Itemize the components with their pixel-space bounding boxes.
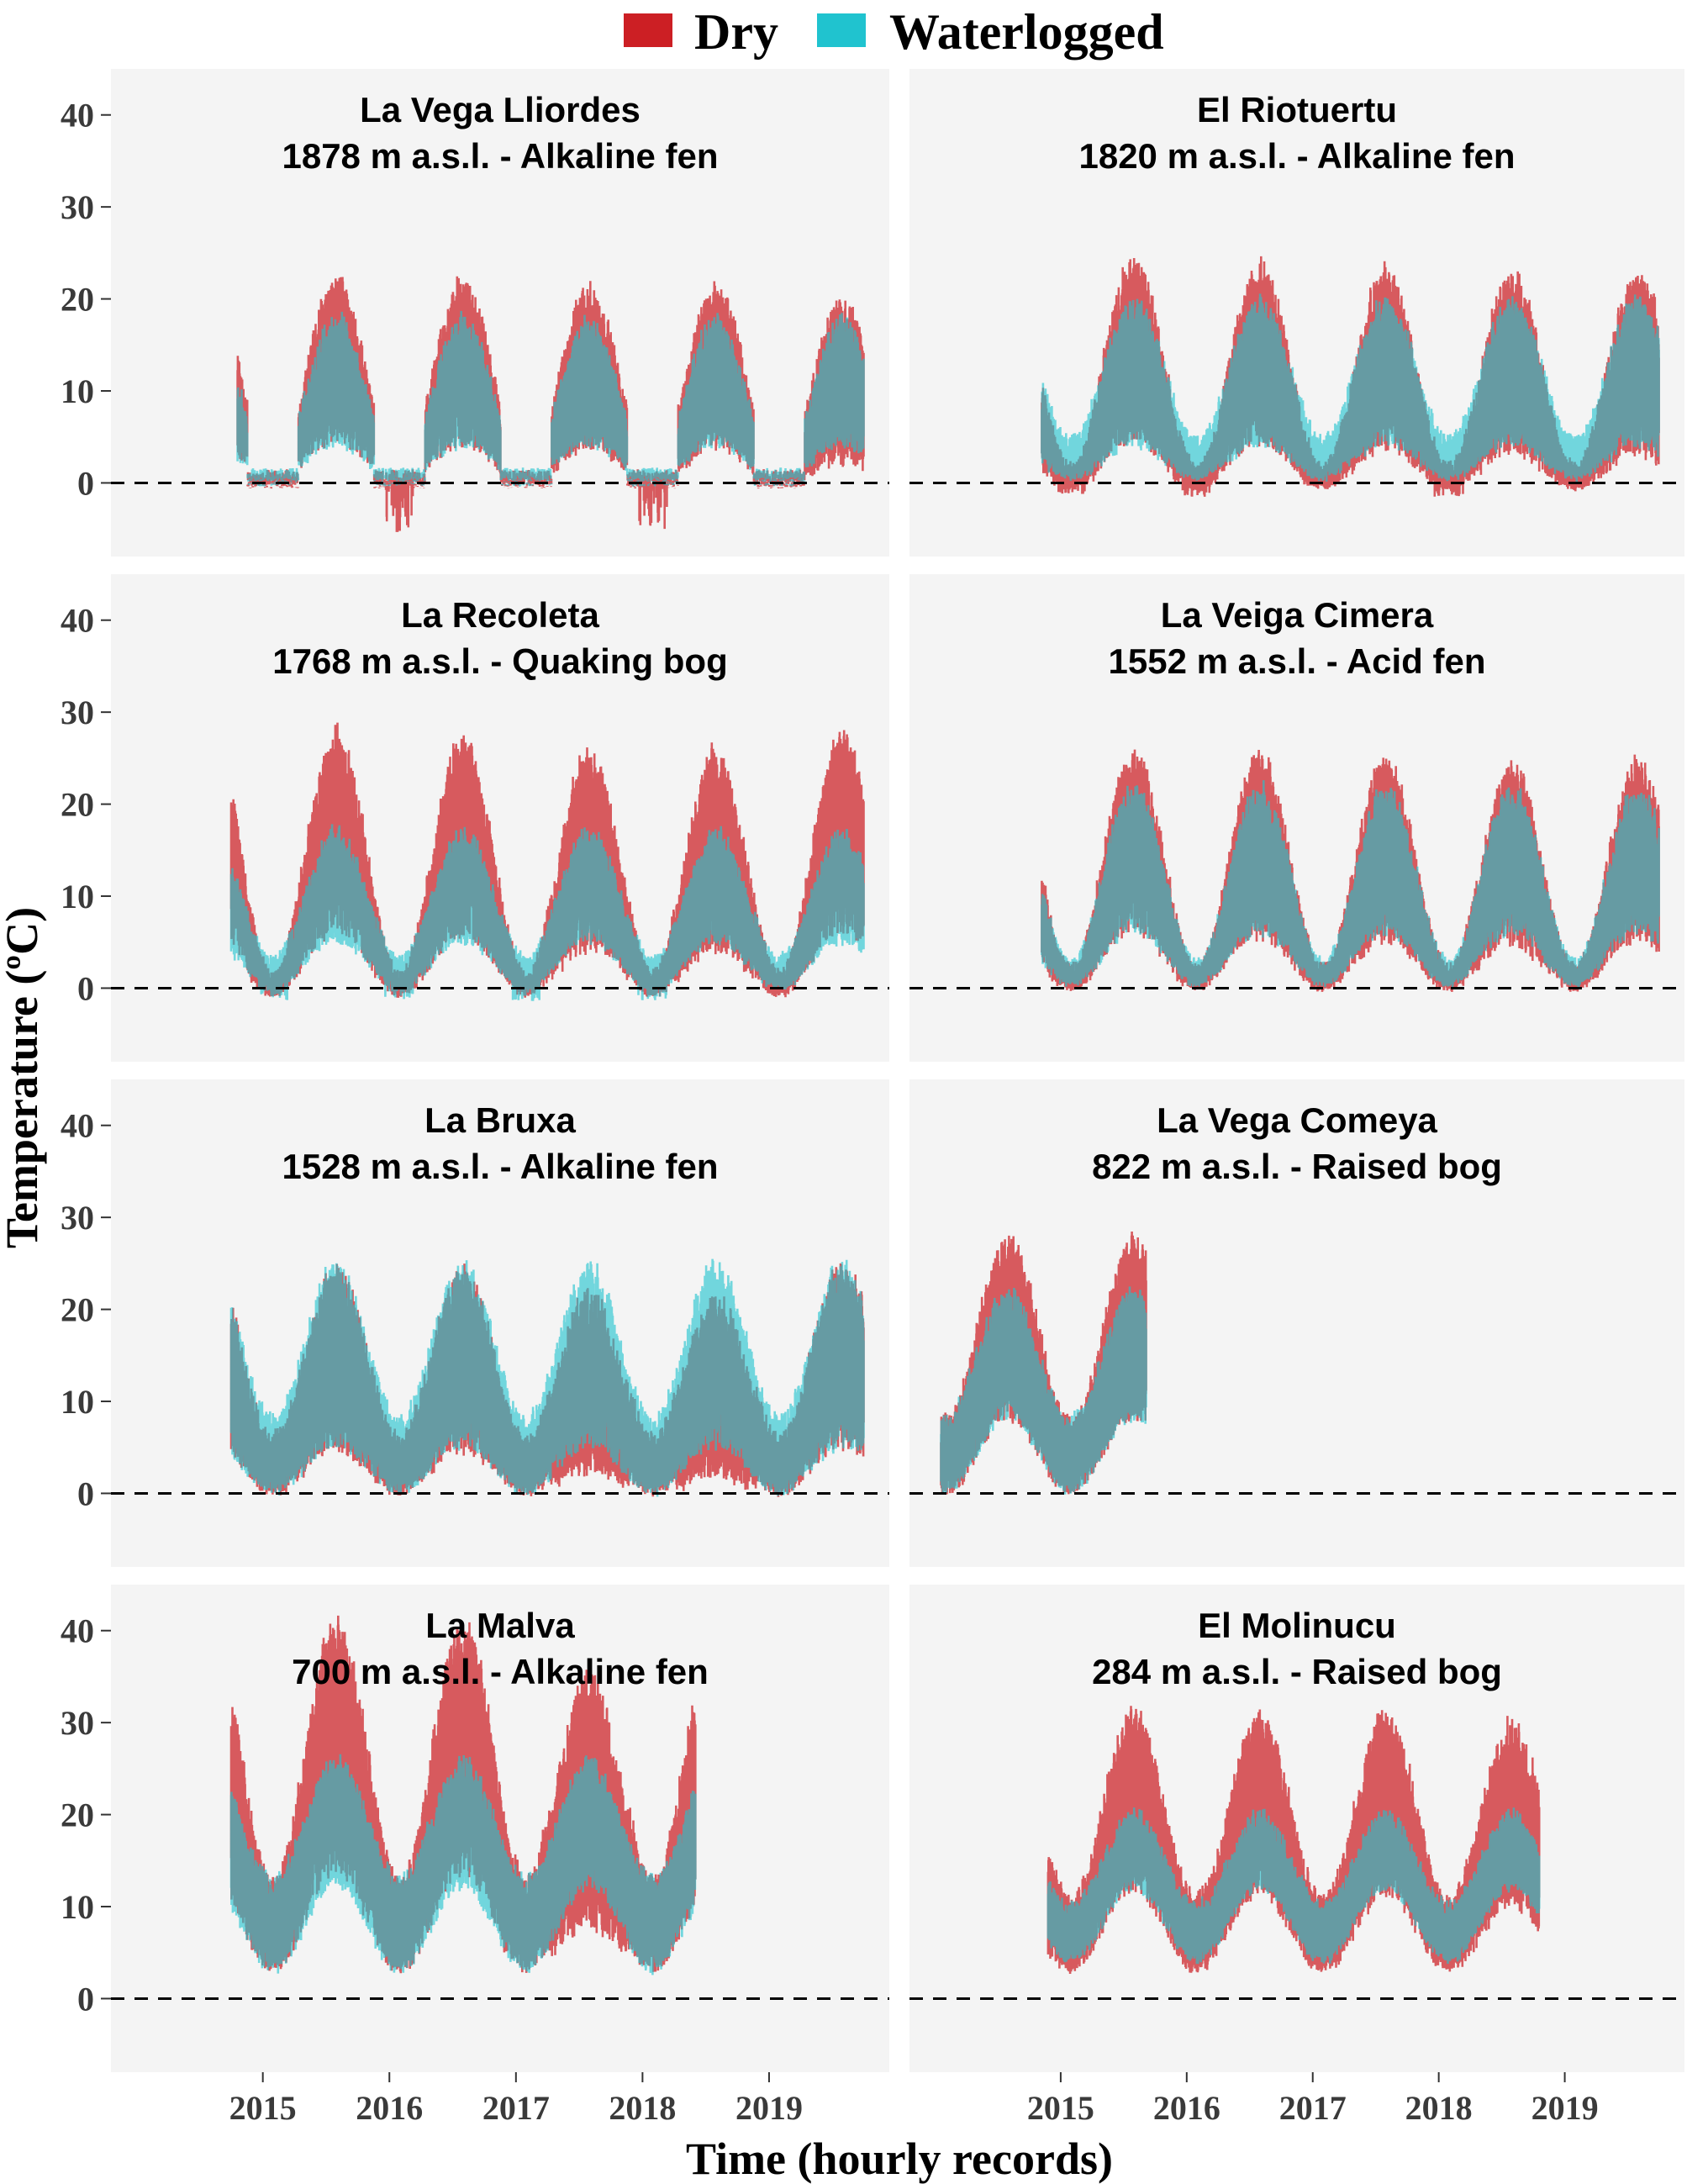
series-waterlogged xyxy=(1041,293,1660,483)
y-tick-label: 30 xyxy=(61,188,94,226)
panel-title: La Recoleta xyxy=(401,595,599,635)
series-waterlogged xyxy=(229,1754,697,1976)
panel-title: La Vega Comeya xyxy=(1157,1100,1437,1140)
facet-panels: La Vega Lliordes 1878 m a.s.l. - Alkaline… xyxy=(111,69,1684,2072)
y-tick-label: 0 xyxy=(77,1980,94,2018)
y-tick-label: 40 xyxy=(61,1107,94,1145)
x-tick-label: 2016 xyxy=(356,2089,423,2127)
x-tick-label: 2018 xyxy=(609,2089,676,2127)
y-tick-label: 30 xyxy=(61,1199,94,1237)
panel-subtitle: 284 m a.s.l. - Raised bog xyxy=(1092,1652,1502,1691)
series-waterlogged xyxy=(1046,1807,1541,1965)
x-tick-label: 2016 xyxy=(1153,2089,1220,2127)
legend-swatch-waterlogged xyxy=(817,13,866,47)
y-tick-label: 30 xyxy=(61,694,94,731)
panel-title: La Malva xyxy=(425,1606,575,1645)
panel-subtitle: 1768 m a.s.l. - Quaking bog xyxy=(272,641,728,681)
facet-panel: La Veiga Cimera 1552 m a.s.l. - Acid fen xyxy=(909,574,1684,1062)
x-axis-title: Time (hourly records) xyxy=(686,2134,1113,2184)
panel-subtitle: 1820 m a.s.l. - Alkaline fen xyxy=(1078,136,1515,176)
series-waterlogged xyxy=(229,1258,865,1497)
x-tick-label: 2017 xyxy=(1279,2089,1347,2127)
legend-swatch-dry xyxy=(624,13,672,47)
x-tick-label: 2015 xyxy=(229,2089,297,2127)
x-tick-label: 2017 xyxy=(482,2089,550,2127)
panel-title: El Molinucu xyxy=(1198,1606,1396,1645)
y-tick-label: 0 xyxy=(77,1474,94,1512)
series-waterlogged xyxy=(229,824,865,1001)
legend-label-waterlogged: Waterlogged xyxy=(889,4,1164,60)
facet-panel: El Molinucu 284 m a.s.l. - Raised bog xyxy=(909,1585,1684,2072)
panel-background xyxy=(111,1079,889,1567)
y-axis-title: Temperature (ºC) xyxy=(0,907,47,1248)
facet-panel: La Recoleta 1768 m a.s.l. - Quaking bog xyxy=(111,574,889,1062)
panel-background xyxy=(111,574,889,1062)
series-waterlogged xyxy=(940,1286,1147,1495)
facet-panel: El Riotuertu 1820 m a.s.l. - Alkaline fen xyxy=(909,69,1684,557)
x-tick-label: 2015 xyxy=(1027,2089,1094,2127)
y-tick-label: 10 xyxy=(61,1888,94,1926)
x-tick-label: 2018 xyxy=(1405,2089,1473,2127)
y-tick-label: 40 xyxy=(61,602,94,640)
panel-title: La Vega Lliordes xyxy=(360,90,641,129)
panel-title: El Riotuertu xyxy=(1197,90,1397,129)
y-axes: 0 10 20 30 40 0 10 20 30 40 0 10 20 30 40 0 10 20 30 40 xyxy=(61,97,111,2018)
series-waterlogged xyxy=(1041,780,1660,988)
y-tick-label: 20 xyxy=(61,281,94,319)
x-tick-label: 2019 xyxy=(735,2089,803,2127)
y-tick-label: 10 xyxy=(61,1383,94,1421)
facet-panel: La Bruxa 1528 m a.s.l. - Alkaline fen xyxy=(111,1079,889,1567)
facet-panel: La Malva 700 m a.s.l. - Alkaline fen xyxy=(111,1585,889,2072)
facet-panel: La Vega Lliordes 1878 m a.s.l. - Alkaline… xyxy=(111,69,889,557)
panel-background xyxy=(909,574,1684,1062)
panel-subtitle: 1878 m a.s.l. - Alkaline fen xyxy=(282,136,718,176)
facet-panel: La Vega Comeya 822 m a.s.l. - Raised bog xyxy=(909,1079,1684,1567)
y-tick-label: 0 xyxy=(77,969,94,1007)
y-tick-label: 30 xyxy=(61,1704,94,1742)
y-tick-label: 10 xyxy=(61,878,94,915)
y-tick-label: 20 xyxy=(61,1796,94,1834)
panel-subtitle: 1528 m a.s.l. - Alkaline fen xyxy=(282,1147,718,1186)
panel-title: La Bruxa xyxy=(424,1100,576,1140)
panel-background xyxy=(909,1079,1684,1567)
panel-title: La Veiga Cimera xyxy=(1161,595,1434,635)
y-tick-label: 20 xyxy=(61,786,94,824)
y-tick-label: 40 xyxy=(61,97,94,135)
y-tick-label: 0 xyxy=(77,464,94,502)
legend: Dry Waterlogged xyxy=(624,4,1164,60)
y-tick-label: 40 xyxy=(61,1612,94,1650)
panel-subtitle: 1552 m a.s.l. - Acid fen xyxy=(1109,641,1486,681)
y-tick-label: 10 xyxy=(61,372,94,410)
x-tick-label: 2019 xyxy=(1531,2089,1599,2127)
legend-label-dry: Dry xyxy=(694,4,778,60)
panel-subtitle: 822 m a.s.l. - Raised bog xyxy=(1092,1147,1502,1186)
x-axes: 2015 2016 2017 2018 2019 2015 2016 2017 2018 2019 xyxy=(229,2072,1599,2127)
y-tick-label: 20 xyxy=(61,1291,94,1329)
panel-subtitle: 700 m a.s.l. - Alkaline fen xyxy=(292,1652,709,1691)
panel-background xyxy=(909,1585,1684,2072)
